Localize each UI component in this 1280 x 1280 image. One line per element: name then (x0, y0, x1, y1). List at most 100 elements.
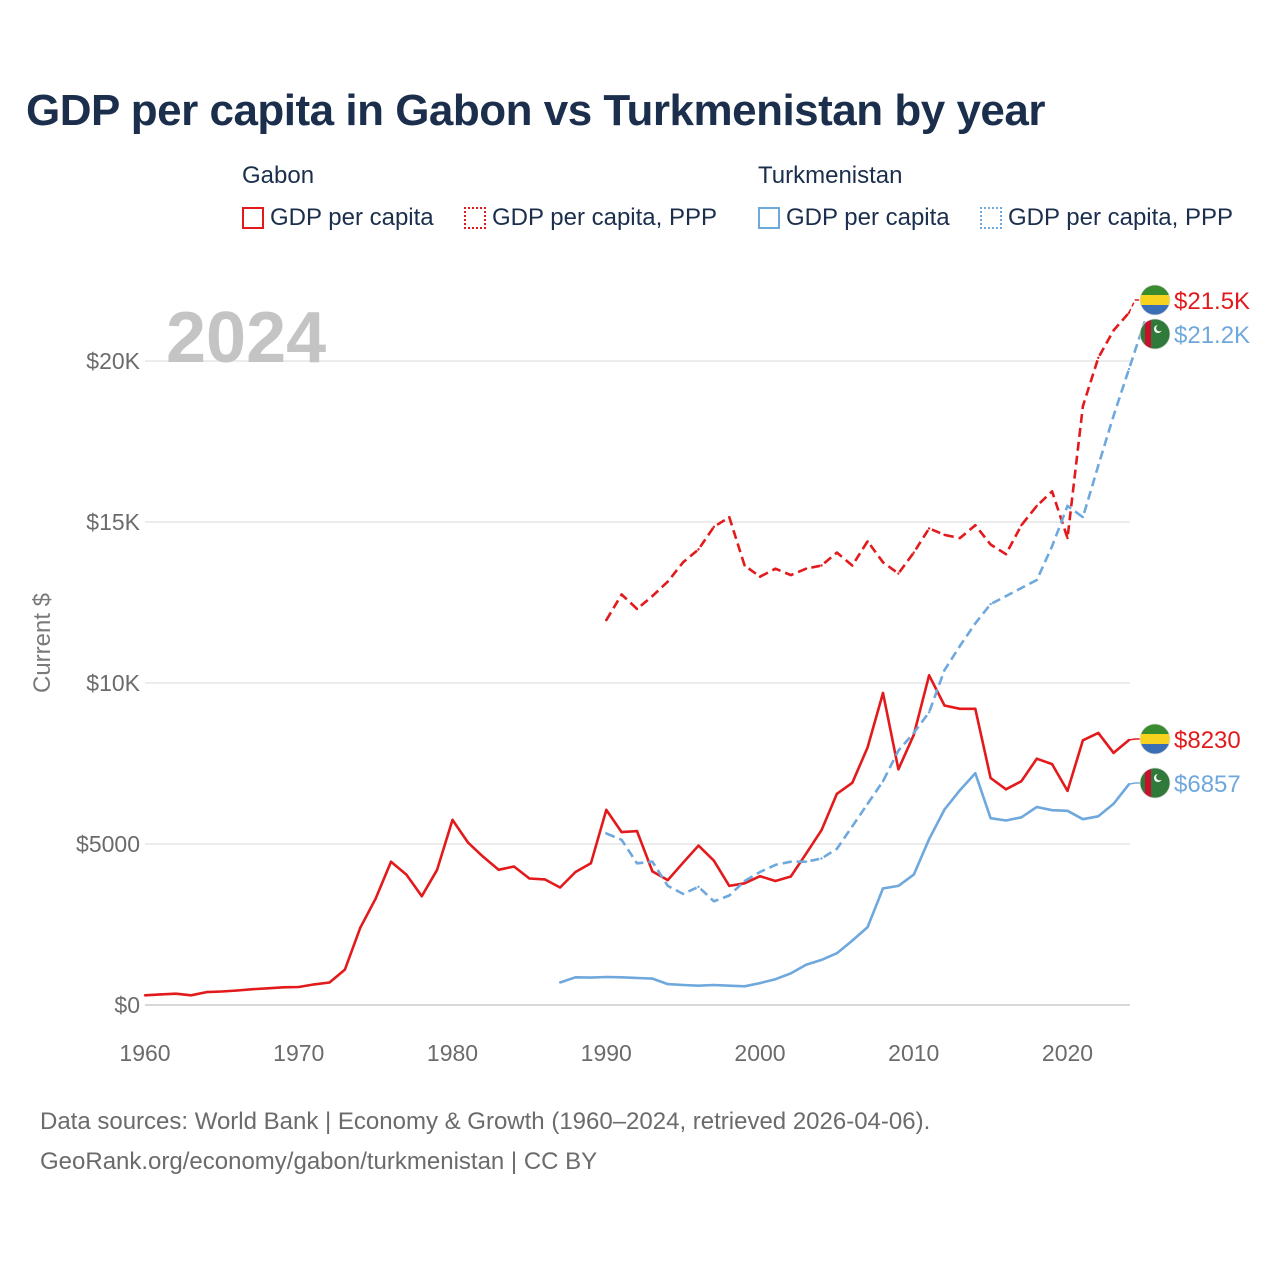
data-point (804, 860, 808, 863)
data-point (1081, 739, 1085, 742)
data-point (1004, 788, 1008, 791)
data-point (605, 975, 608, 979)
data-point (851, 939, 854, 942)
end-value-label: $8230 (1174, 727, 1241, 754)
data-point (266, 987, 270, 990)
data-point (1112, 414, 1115, 417)
data-point (435, 868, 439, 871)
data-point (574, 976, 577, 979)
data-point (1035, 805, 1038, 809)
footer-sources: Data sources: World Bank | Economy & Gro… (40, 1108, 931, 1135)
legend-item-turkmenistan-gdp-ppp[interactable]: GDP per capita, PPP (980, 204, 1233, 232)
data-point (789, 860, 792, 863)
footer-credit: GeoRank.org/economy/gabon/turkmenistan |… (40, 1148, 598, 1175)
data-point (159, 993, 162, 996)
data-point (758, 981, 762, 985)
data-point (420, 894, 423, 898)
legend-item-gabon-gdp-ppp[interactable]: GDP per capita, PPP (464, 204, 717, 232)
data-point (804, 963, 808, 966)
data-point (1035, 578, 1038, 582)
data-point (989, 543, 992, 546)
data-point (143, 994, 147, 997)
data-point (312, 983, 316, 986)
data-point (789, 875, 792, 878)
data-point (712, 900, 716, 903)
data-point (989, 602, 992, 606)
data-point (543, 878, 546, 881)
data-point (1004, 819, 1008, 822)
data-point (1066, 504, 1069, 508)
gabon-flag-icon (1139, 723, 1171, 755)
data-point (974, 707, 977, 710)
data-point (1050, 762, 1054, 766)
end-value-label: $21.5K (1174, 288, 1250, 315)
data-point (620, 838, 623, 842)
data-point (1020, 816, 1023, 819)
data-point (728, 515, 731, 519)
data-point (881, 887, 885, 890)
data-point (666, 580, 669, 583)
data-point (174, 992, 177, 995)
data-point (374, 897, 377, 900)
data-point (651, 870, 654, 873)
data-point (635, 829, 639, 833)
data-point (881, 691, 885, 695)
legend-item-label: GDP per capita, PPP (1008, 204, 1233, 231)
data-point (927, 527, 931, 530)
series-line-turkmenistan-dashed (605, 321, 1146, 903)
y-tick-label: $0 (114, 992, 140, 1018)
data-point (974, 771, 977, 775)
data-point (1097, 464, 1100, 467)
x-tick-label: 2010 (888, 1040, 939, 1066)
chart-title: GDP per capita in Gabon vs Turkmenistan … (26, 86, 1046, 135)
data-point (820, 564, 823, 567)
legend-item-label: GDP per capita, PPP (492, 204, 717, 231)
series-line-gabon-solid (144, 674, 1130, 997)
legend-item-label: GDP per capita (270, 204, 434, 231)
data-point (558, 981, 562, 984)
legend-item-gabon-gdp[interactable]: GDP per capita (242, 204, 434, 232)
data-point (974, 524, 977, 527)
data-point (866, 802, 869, 805)
y-tick-label: $10K (86, 670, 140, 696)
data-point (589, 976, 593, 979)
data-point (881, 780, 885, 783)
data-point (851, 781, 854, 785)
data-point (605, 832, 608, 835)
legend-swatch-dotted (980, 207, 1002, 229)
turkmenistan-flag-icon (1139, 318, 1171, 350)
data-point (958, 644, 962, 648)
data-point (1050, 544, 1054, 548)
data-point (220, 990, 224, 993)
data-point (681, 892, 685, 896)
data-point (835, 792, 839, 795)
data-point (1097, 356, 1100, 359)
data-point (666, 884, 669, 888)
x-tick-label: 2020 (1042, 1040, 1093, 1066)
y-tick-label: $15K (86, 509, 140, 535)
data-point (943, 533, 946, 537)
data-point (943, 704, 946, 707)
data-point (758, 875, 762, 878)
data-point (728, 894, 731, 897)
data-point (651, 594, 654, 598)
data-point (866, 746, 869, 749)
data-point (712, 983, 716, 987)
data-point (943, 668, 946, 672)
data-point (1112, 751, 1115, 755)
data-point (943, 808, 946, 811)
data-point (697, 984, 700, 987)
data-point (697, 885, 700, 889)
data-point (1020, 586, 1023, 590)
data-point (927, 674, 931, 677)
data-point (897, 749, 900, 752)
data-point (1081, 404, 1085, 408)
data-point (820, 958, 823, 962)
data-point (743, 985, 746, 988)
data-point (451, 818, 454, 822)
data-point (1004, 594, 1008, 598)
data-point (558, 886, 562, 889)
data-point (897, 884, 900, 888)
legend-item-turkmenistan-gdp[interactable]: GDP per capita (758, 204, 950, 232)
data-point (1112, 329, 1115, 332)
